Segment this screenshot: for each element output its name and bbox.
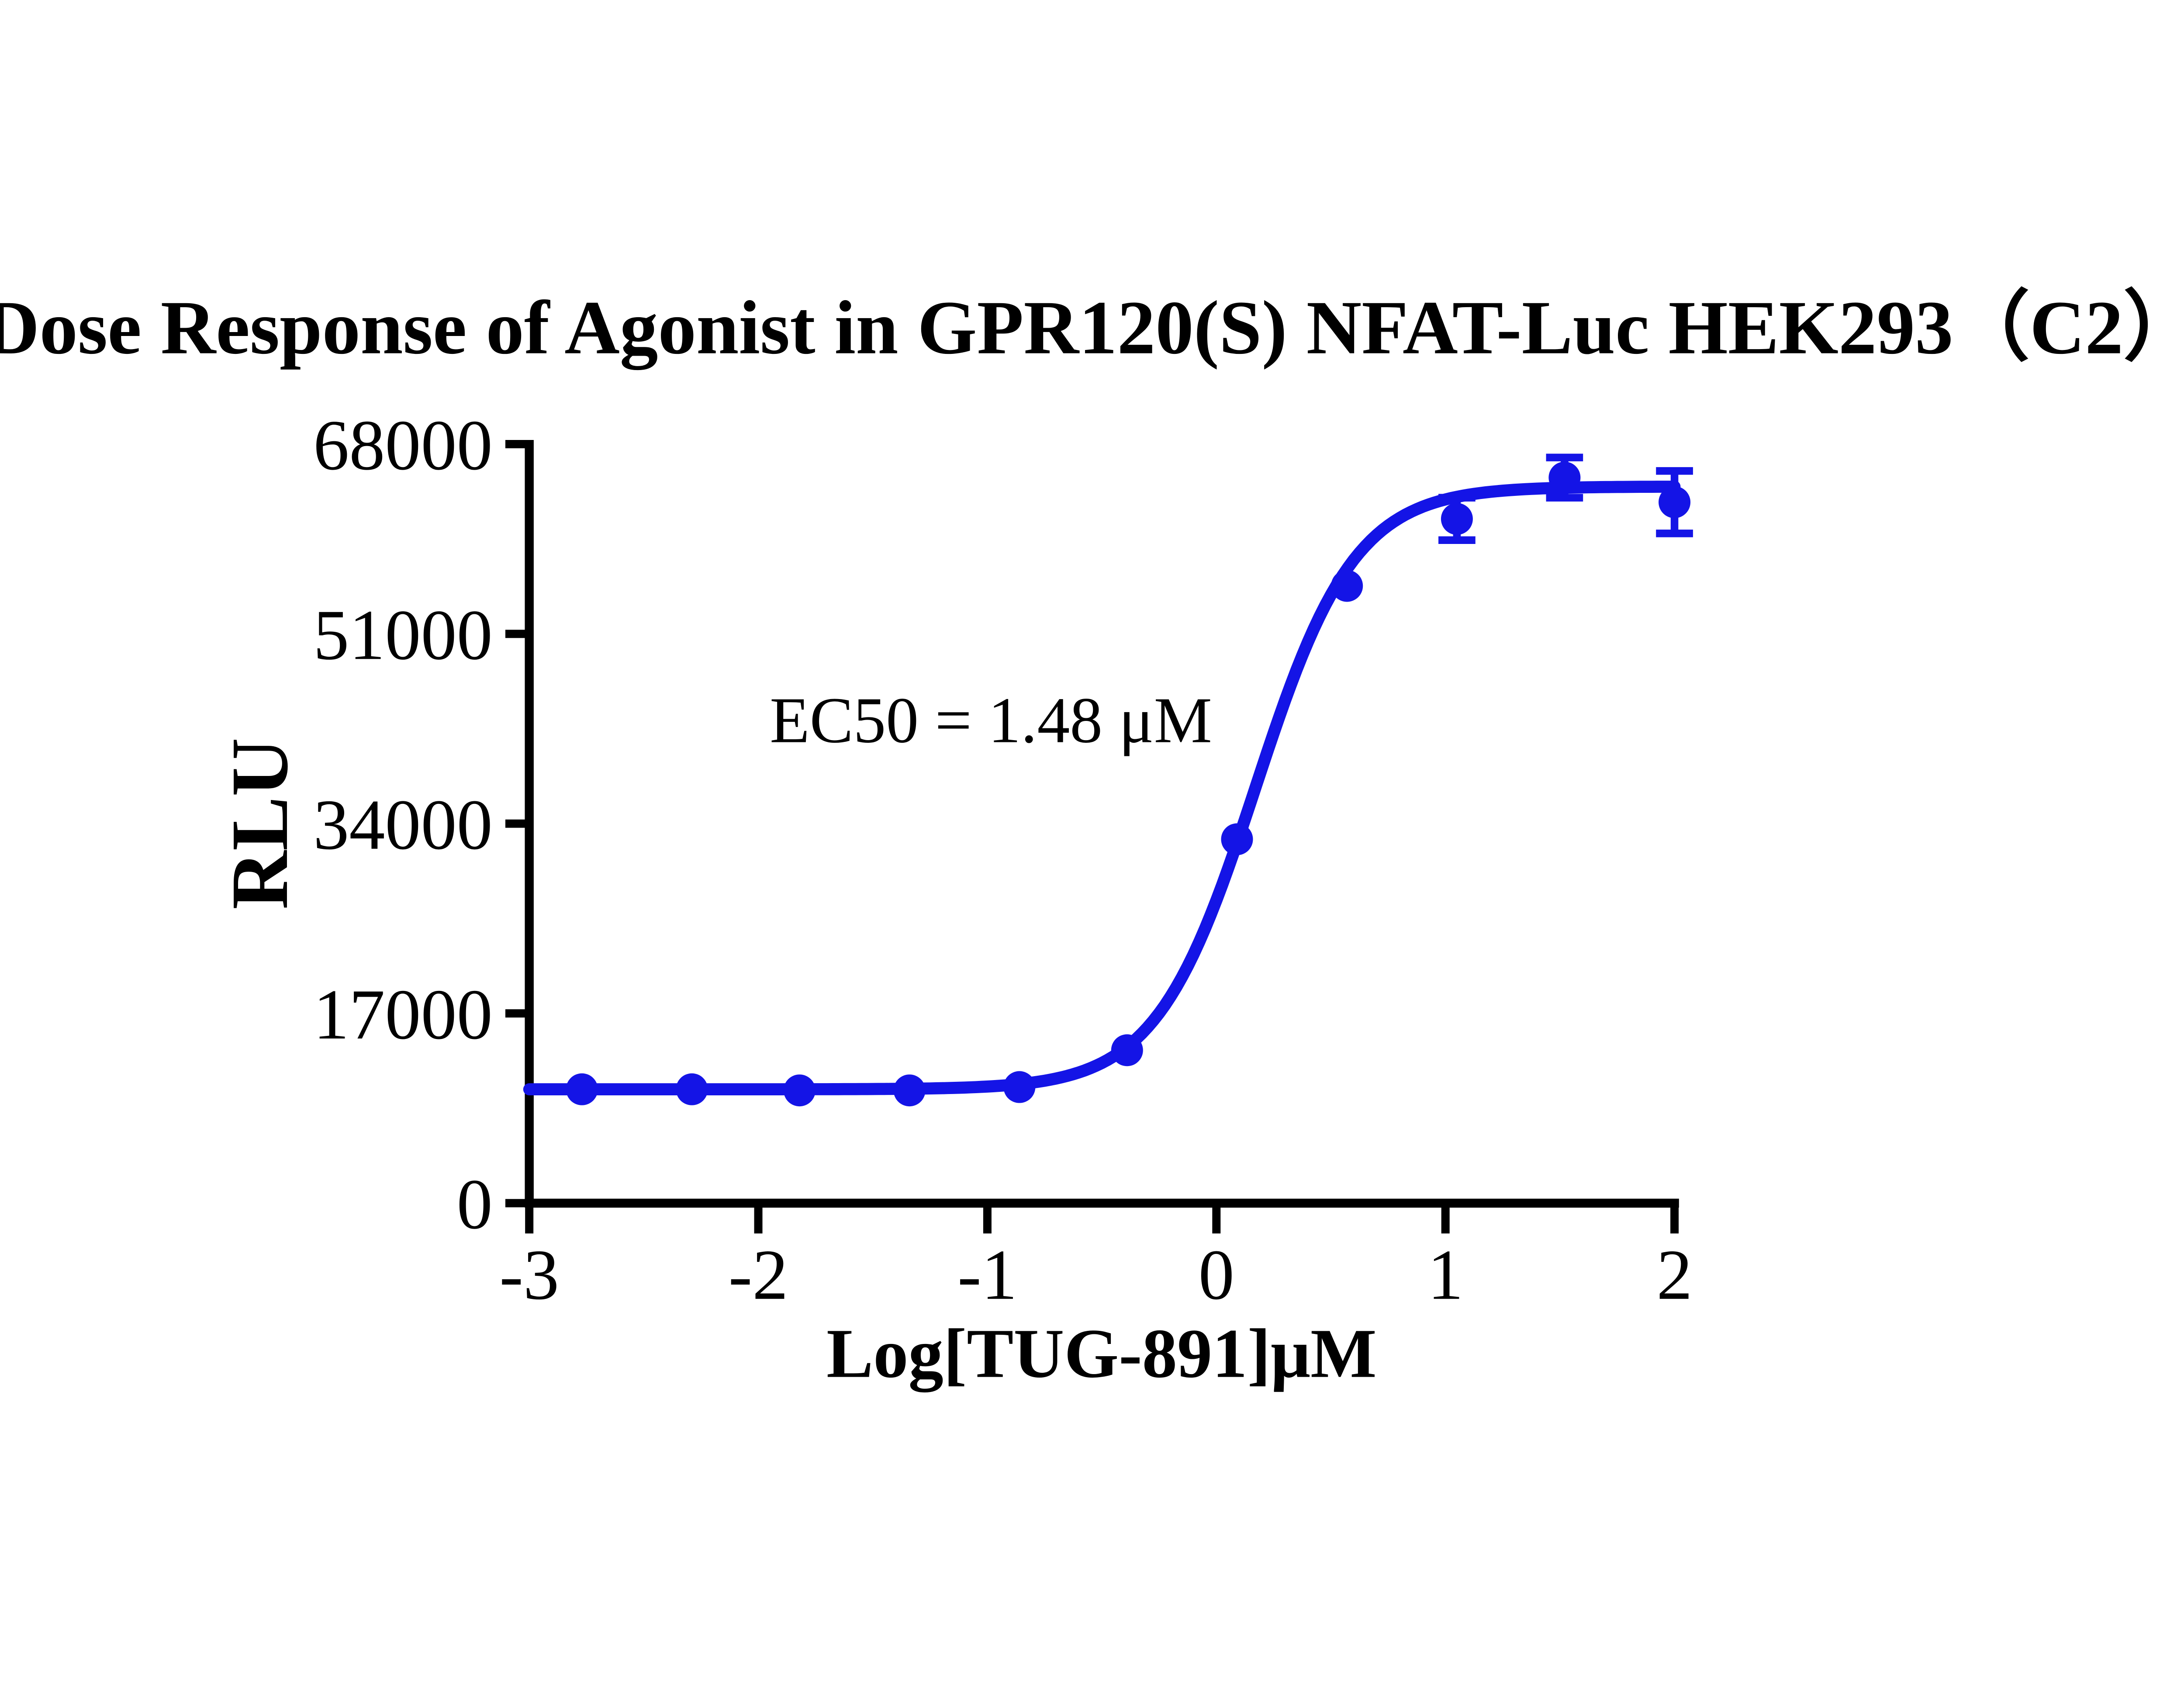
data-point xyxy=(1003,1071,1036,1103)
data-point xyxy=(1659,486,1691,518)
data-point xyxy=(783,1074,816,1107)
data-point xyxy=(1331,570,1363,602)
chart-background xyxy=(0,227,2184,1456)
y-tick-label: 17000 xyxy=(313,975,493,1054)
y-tick-label: 34000 xyxy=(313,785,493,865)
x-tick-label: 0 xyxy=(1199,1235,1234,1315)
chart-title: Dose Response of Agonist in GPR120(S) NF… xyxy=(0,285,2184,370)
ticks-layer: 0 17000 34000 51000 68000 -3 -2 -1 0 1 2 xyxy=(313,405,1692,1315)
x-tick-label: -1 xyxy=(957,1235,1017,1315)
x-axis-label: Log[TUG-891]μM xyxy=(826,1315,1377,1393)
data-point xyxy=(1221,823,1253,855)
data-point xyxy=(893,1074,926,1107)
y-tick-label: 0 xyxy=(457,1164,493,1244)
x-tick-label: 2 xyxy=(1657,1235,1693,1315)
fit-curve xyxy=(523,481,1681,1096)
data-point xyxy=(1111,1034,1143,1067)
y-tick-label: 51000 xyxy=(313,595,493,675)
data-point xyxy=(1441,503,1473,535)
data-point xyxy=(676,1073,708,1105)
x-tick-label: 1 xyxy=(1427,1235,1463,1315)
data-point xyxy=(566,1073,598,1105)
ec50-annotation: EC50 = 1.48 μM xyxy=(770,685,1212,757)
data-point xyxy=(1548,461,1581,494)
y-tick-label: 68000 xyxy=(313,405,493,485)
x-tick-label: -3 xyxy=(499,1235,559,1315)
series-layer xyxy=(523,454,1693,1107)
y-axis-label: RLU xyxy=(215,738,305,910)
x-tick-label: -2 xyxy=(729,1235,788,1315)
